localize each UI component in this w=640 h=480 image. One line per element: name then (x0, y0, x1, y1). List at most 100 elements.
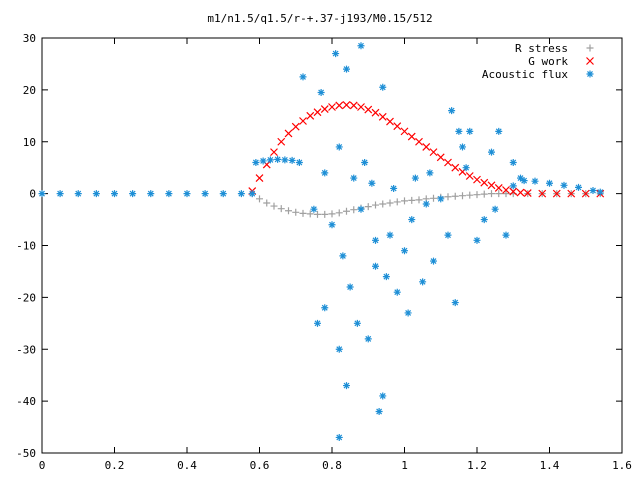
acoustic-flux-point (459, 143, 466, 151)
chart-marks (38, 42, 605, 441)
g-work-point (422, 143, 431, 151)
r-stress-point (364, 203, 372, 211)
acoustic-flux-point (56, 190, 64, 198)
r-stress-point (480, 190, 488, 198)
legend-label-r-stress: R stress (515, 42, 568, 55)
acoustic-flux-point (357, 205, 365, 213)
g-work-point (502, 186, 510, 194)
acoustic-flux-point (343, 65, 350, 73)
g-work-point (451, 163, 460, 172)
g-work-point (538, 189, 547, 198)
x-tick-label: 0.2 (105, 459, 125, 472)
g-work-point (429, 148, 438, 157)
acoustic-flux-point (502, 231, 510, 239)
x-tick-label: 0.4 (177, 459, 197, 472)
series-acoustic-flux (38, 42, 604, 441)
acoustic-flux-point (390, 184, 398, 192)
acoustic-flux-point (339, 252, 347, 260)
acoustic-flux-point (183, 190, 191, 198)
y-tick-label: 20 (23, 84, 36, 97)
y-tick-label: 0 (29, 188, 36, 201)
g-work-point (567, 189, 576, 198)
y-tick-label: 10 (23, 136, 36, 149)
acoustic-flux-point (281, 156, 289, 164)
acoustic-flux-point (74, 190, 82, 198)
g-work-point (386, 117, 394, 126)
y-tick-label: -30 (16, 343, 36, 356)
x-tick-label: 0 (39, 459, 46, 472)
acoustic-flux-point (408, 216, 416, 224)
acoustic-flux-point (321, 169, 329, 177)
acoustic-flux-point (473, 236, 481, 244)
acoustic-flux-point (353, 319, 361, 327)
g-work-point (465, 172, 474, 180)
r-stress-point (386, 199, 394, 207)
legend-marker-g-work (586, 57, 594, 65)
acoustic-flux-point (404, 309, 412, 317)
acoustic-flux-point (596, 188, 604, 196)
acoustic-flux-point (332, 50, 340, 58)
acoustic-flux-point (266, 156, 274, 164)
r-stress-point (285, 207, 292, 215)
acoustic-flux-point (379, 83, 387, 91)
legend-marker-acoustic-flux (586, 70, 594, 78)
acoustic-flux-point (350, 174, 358, 182)
acoustic-flux-point (92, 190, 100, 198)
g-work-point (487, 181, 496, 190)
acoustic-flux-point (361, 159, 369, 166)
acoustic-flux-point (491, 205, 499, 213)
r-stress-point (430, 194, 437, 202)
r-stress-point (306, 210, 314, 218)
acoustic-flux-point (448, 107, 456, 115)
acoustic-flux-point (382, 273, 390, 281)
acoustic-flux-point (546, 179, 553, 187)
r-stress-point (502, 190, 510, 198)
r-stress-point (459, 192, 466, 200)
r-stress-point (451, 192, 459, 200)
acoustic-flux-point (299, 73, 307, 81)
g-work-point (270, 148, 278, 157)
acoustic-flux-point (495, 127, 503, 135)
r-stress-point (466, 191, 474, 199)
acoustic-flux-point (237, 190, 245, 198)
r-stress-point (321, 210, 329, 218)
r-stress-point (495, 190, 503, 198)
y-tick-label: -50 (16, 447, 36, 460)
acoustic-flux-point (317, 88, 325, 96)
g-work-point (400, 127, 409, 136)
r-stress-point (350, 206, 358, 214)
y-tick-label: -10 (16, 240, 36, 253)
acoustic-flux-point (165, 190, 173, 198)
r-stress-point (408, 196, 416, 204)
g-work-point (494, 183, 503, 192)
acoustic-flux-point (430, 257, 437, 265)
acoustic-flux-point (364, 335, 372, 343)
acoustic-flux-point (111, 190, 118, 198)
y-tick-label: -40 (16, 395, 36, 408)
g-work-point (393, 122, 402, 131)
g-work-point (371, 108, 380, 117)
x-tick-label: 1.2 (467, 459, 487, 472)
acoustic-flux-point (531, 177, 539, 185)
acoustic-flux-point (368, 179, 376, 187)
acoustic-flux-point (401, 247, 408, 255)
acoustic-flux-point (426, 169, 434, 177)
acoustic-flux-point (310, 205, 318, 213)
acoustic-flux-point (462, 164, 470, 172)
g-work-point (407, 132, 416, 141)
series-g-work (248, 100, 605, 198)
acoustic-flux-point (411, 174, 419, 182)
acoustic-flux-point (488, 148, 495, 156)
g-work-point (277, 137, 286, 146)
g-work-point (415, 137, 423, 146)
g-work-point (581, 189, 590, 198)
acoustic-flux-point (335, 345, 343, 353)
acoustic-flux-point (295, 159, 303, 166)
g-work-point (523, 189, 532, 198)
acoustic-flux-point (386, 231, 394, 239)
g-work-point (320, 105, 329, 113)
r-stress-point (444, 193, 452, 201)
